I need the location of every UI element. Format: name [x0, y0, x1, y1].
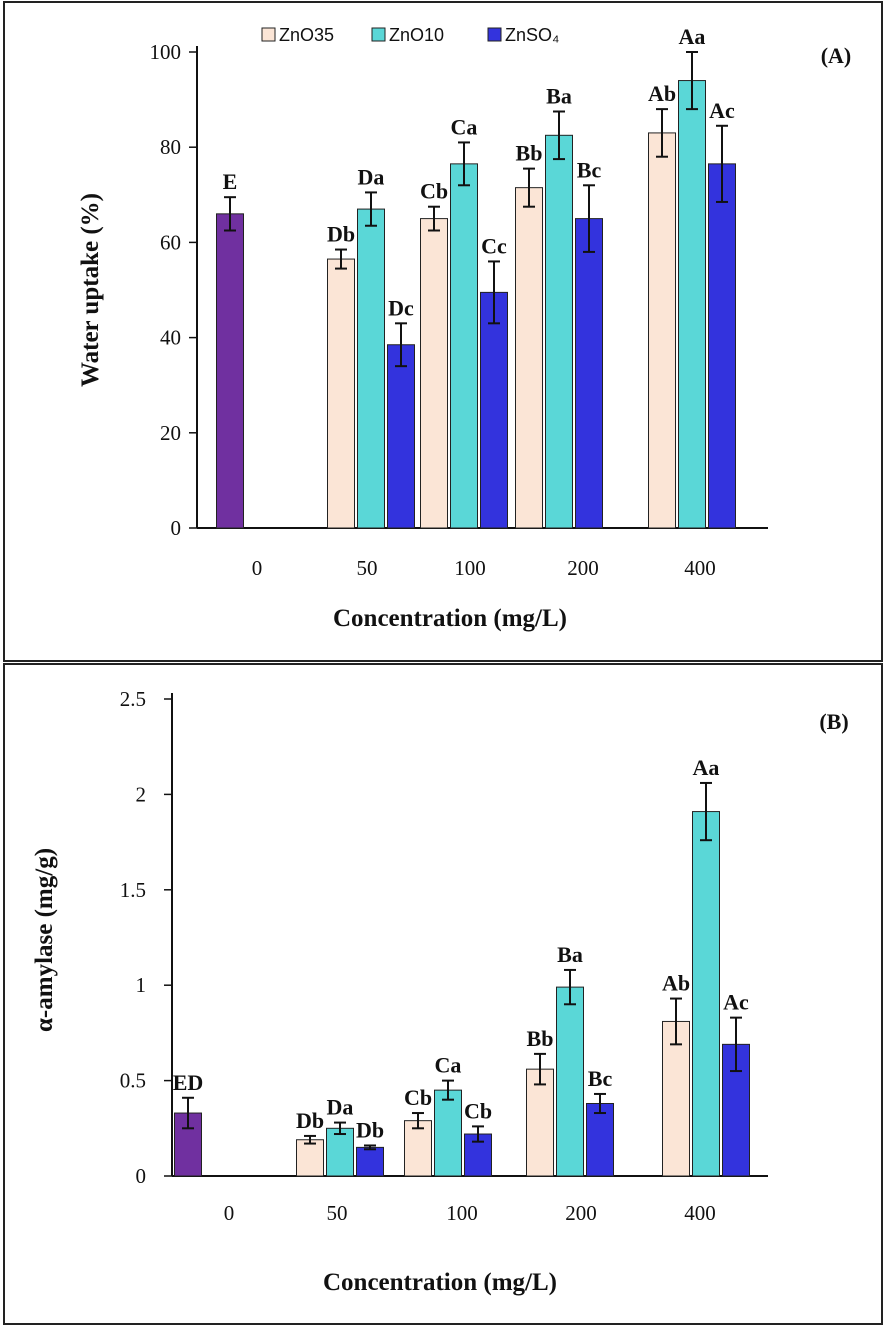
significance-label: E: [223, 169, 238, 194]
significance-label: Ab: [648, 81, 676, 106]
x-axis-title: Concentration (mg/L): [333, 605, 567, 632]
x-tick-label: 50: [327, 1201, 348, 1225]
bar-zno10-50: [326, 1127, 354, 1177]
bar-zno35-100: [420, 218, 448, 529]
y-axis-title: Water uptake (%): [77, 193, 104, 387]
significance-label: Cb: [404, 1085, 432, 1110]
y-tick-label: 1.5: [120, 878, 146, 902]
panel-b-frame: [3, 663, 883, 1325]
panel-a-water-uptake-chart: 0 20 40 60 80 100 0 50 100 200 400 Water uptake (%)…: [77, 24, 851, 632]
x-tick-label: 200: [567, 556, 599, 580]
significance-label: Dc: [388, 295, 414, 320]
bar-zno10-50: [357, 208, 385, 529]
bar-zno10-400: [678, 80, 706, 529]
bar-znso-200: [575, 218, 603, 529]
significance-label: Bc: [588, 1066, 613, 1091]
bar-zno35-50: [327, 258, 355, 529]
significance-label: Ab: [662, 971, 690, 996]
significance-label: ED: [173, 1070, 204, 1095]
significance-label: Da: [358, 164, 385, 189]
panel-label: (A): [821, 43, 852, 68]
significance-label: Ac: [723, 990, 749, 1015]
panel-b-alpha-amylase-chart: 0 0.5 1 1.5 2 2.5 0 50 100 200 400 α-amylase (mg/g)…: [31, 687, 849, 1296]
y-tick-label: 80: [160, 135, 181, 159]
y-tick-label: 0: [136, 1164, 147, 1188]
significance-label: Ca: [435, 1053, 462, 1078]
bar-zno35-400: [662, 1020, 690, 1177]
legend-label: ZnO35: [279, 25, 334, 45]
panel-a-frame: [3, 1, 883, 662]
bar-znso-400: [708, 163, 736, 529]
bar-zno35-200: [515, 187, 543, 529]
y-tick-label: 0: [171, 516, 182, 540]
x-tick-label: 200: [565, 1201, 597, 1225]
bar-zno35-100: [404, 1120, 432, 1177]
bar-znso-100: [480, 291, 508, 529]
legend-swatch: [487, 27, 502, 42]
x-axis-title: Concentration (mg/L): [323, 1269, 557, 1296]
significance-label: Cc: [481, 233, 507, 258]
bar-zno35-50: [296, 1139, 324, 1177]
bar-znso-50: [356, 1146, 384, 1177]
y-axis-title: α-amylase (mg/g): [31, 848, 58, 1032]
significance-label: Cb: [420, 179, 448, 204]
y-tick-label: 40: [160, 326, 181, 350]
significance-label: Ac: [709, 98, 735, 123]
y-tick-label: 0.5: [120, 1069, 146, 1093]
significance-label: Da: [327, 1095, 354, 1120]
x-tick-label: 0: [224, 1201, 235, 1225]
control-bar: [216, 213, 244, 529]
significance-label: Db: [327, 222, 355, 247]
y-tick-label: 2.5: [120, 687, 146, 711]
x-tick-label: 100: [446, 1201, 478, 1225]
legend-swatch: [371, 27, 386, 42]
bar-znso-50: [387, 344, 415, 529]
x-tick-label: 50: [357, 556, 378, 580]
bar-zno10-200: [545, 134, 573, 529]
significance-label: Bc: [577, 157, 602, 182]
y-tick-label: 2: [136, 782, 147, 806]
y-tick-label: 20: [160, 421, 181, 445]
bar-zno10-200: [556, 986, 584, 1177]
legend-label: ZnO10: [389, 25, 444, 45]
significance-label: Ca: [451, 114, 478, 139]
significance-label: Bb: [516, 141, 543, 166]
significance-label: Ba: [557, 942, 583, 967]
bar-zno10-100: [434, 1089, 462, 1177]
significance-label: Aa: [679, 24, 706, 49]
y-tick-label: 1: [136, 973, 147, 997]
significance-label: Cb: [464, 1098, 492, 1123]
bar-znso-200: [586, 1102, 614, 1177]
significance-label: Db: [356, 1117, 384, 1142]
panel-label: (B): [819, 709, 848, 734]
significance-label: Ba: [546, 84, 572, 109]
significance-label: Db: [296, 1108, 324, 1133]
bar-zno35-400: [648, 132, 676, 529]
significance-label: Bb: [527, 1026, 554, 1051]
y-tick-label: 60: [160, 230, 181, 254]
bar-zno10-400: [692, 811, 720, 1177]
bar-zno10-100: [450, 163, 478, 529]
legend-swatch: [261, 27, 276, 42]
y-tick-label: 100: [150, 40, 182, 64]
x-tick-label: 0: [252, 556, 263, 580]
legend-label: ZnSO₄: [505, 25, 559, 45]
x-tick-label: 100: [454, 556, 486, 580]
significance-label: Aa: [693, 755, 720, 780]
x-tick-label: 400: [684, 556, 716, 580]
x-tick-label: 400: [684, 1201, 716, 1225]
